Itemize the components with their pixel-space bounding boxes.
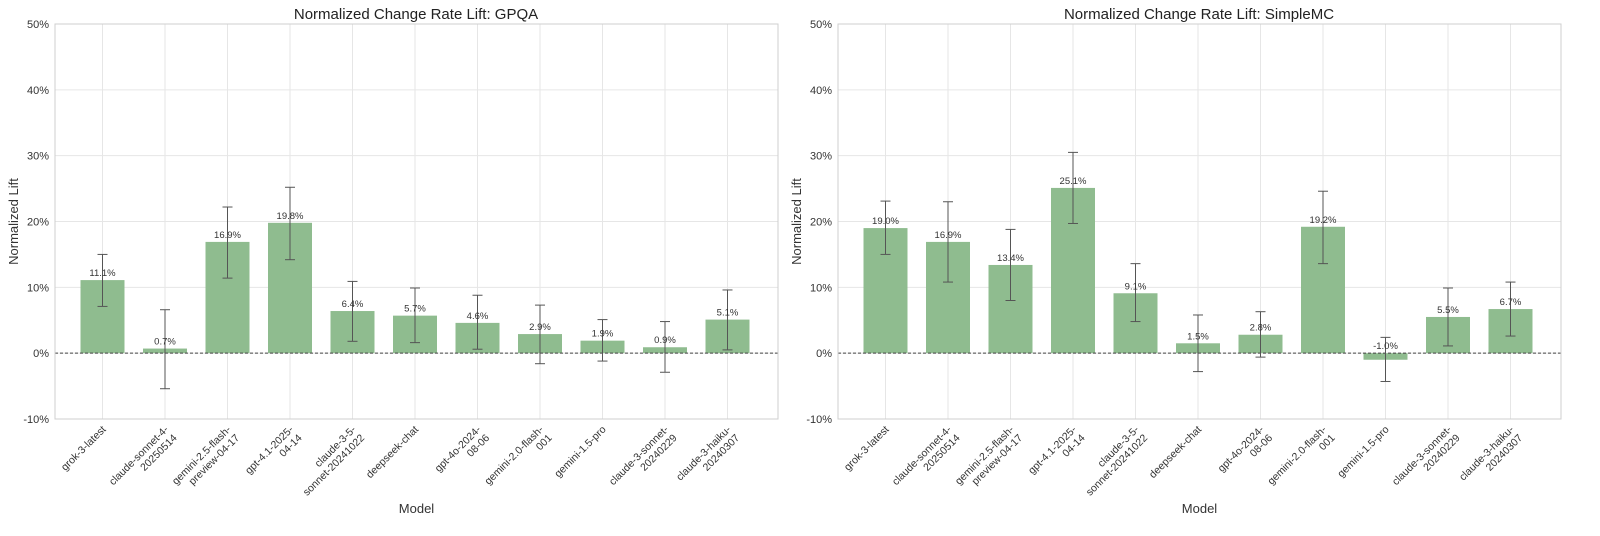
- y-tick-label: -10%: [23, 414, 49, 426]
- y-tick-label: 0%: [33, 348, 49, 360]
- x-tick-label: claude-3-sonnet-20240229: [1390, 423, 1463, 496]
- data-label: 5.7%: [404, 304, 426, 315]
- y-axis-label: Normalized Lift: [789, 178, 804, 265]
- data-label: 4.6%: [467, 311, 489, 322]
- data-label: 1.9%: [592, 329, 614, 340]
- y-tick-label: 0%: [816, 348, 832, 360]
- data-label: 19.8%: [277, 211, 304, 222]
- data-label: 6.7%: [1500, 297, 1522, 308]
- y-tick-label: 50%: [27, 19, 49, 31]
- x-tick-label: gpt-4o-2024-08-06: [1216, 423, 1276, 483]
- data-label: 19.2%: [1310, 215, 1337, 226]
- y-tick-label: 30%: [27, 151, 49, 163]
- x-tick-label: gpt-4o-2024-08-06: [433, 423, 493, 483]
- y-tick-label: -10%: [806, 414, 832, 426]
- x-tick-label-line: deepseek-chat: [1147, 424, 1204, 481]
- x-tick-label: claude-3-5-sonnet-20241022: [292, 423, 367, 498]
- x-tick-label-line: gemini-1.5-pro: [1335, 424, 1391, 480]
- chart-title: Normalized Change Rate Lift: GPQA: [294, 6, 538, 23]
- y-tick-label: 40%: [27, 85, 49, 97]
- x-tick-label-line: gemini-1.5-pro: [552, 424, 608, 480]
- chart-2: Normalized Change Rate Lift: SimpleMC 19.…: [789, 6, 1562, 516]
- data-label: 1.5%: [1187, 331, 1209, 342]
- x-axis-label: Model: [1182, 501, 1218, 516]
- x-tick-label: gemini-1.5-pro: [552, 424, 608, 480]
- data-label: 19.0%: [872, 216, 899, 227]
- data-label: 25.1%: [1060, 176, 1087, 187]
- x-tick-label: gemini-2.5-flash-preview-04-17: [953, 423, 1026, 496]
- y-tick-label: 30%: [810, 151, 832, 163]
- x-tick-label: gpt-4.1-2025-04-14: [243, 423, 305, 485]
- x-tick-label-line: grok-3-latest: [59, 424, 109, 474]
- x-tick-label: gemini-2.0-flash-001: [1265, 423, 1338, 496]
- x-tick-label: claude-3-haiku-20240307: [674, 423, 743, 492]
- y-tick-label: 50%: [810, 19, 832, 31]
- x-tick-label-line: gemini-2.0-flash-: [482, 423, 546, 487]
- x-tick-label: claude-3-5-sonnet-20241022: [1075, 423, 1150, 498]
- x-tick-label: claude-sonnet-4-20250514: [890, 423, 963, 496]
- x-tick-label: gemini-2.0-flash-001: [482, 423, 555, 496]
- data-label: 2.9%: [529, 322, 551, 333]
- x-tick-label: deepseek-chat: [364, 424, 421, 481]
- x-tick-label: grok-3-latest: [842, 424, 892, 474]
- x-tick-label: gpt-4.1-2025-04-14: [1026, 423, 1088, 485]
- x-tick-label-line: grok-3-latest: [842, 424, 892, 474]
- x-tick-label: claude-3-sonnet-20240229: [607, 423, 680, 496]
- x-tick-label: claude-sonnet-4-20250514: [107, 423, 180, 496]
- data-label: -1.0%: [1373, 341, 1398, 352]
- data-label: 5.1%: [717, 308, 739, 319]
- x-tick-label: gemini-2.5-flash-preview-04-17: [170, 423, 243, 496]
- y-tick-label: 20%: [810, 217, 832, 229]
- chart-1: Normalized Change Rate Lift: GPQA 11.1% 0.…: [6, 6, 779, 516]
- data-label: 16.9%: [214, 230, 241, 241]
- plot-frame: [837, 23, 1562, 420]
- x-tick-label: grok-3-latest: [59, 424, 109, 474]
- x-axis-label: Model: [399, 501, 435, 516]
- x-tick-label: gemini-1.5-pro: [1335, 424, 1391, 480]
- data-label: 6.4%: [342, 299, 364, 310]
- data-label: 11.1%: [89, 268, 116, 279]
- y-tick-label: 20%: [27, 217, 49, 229]
- data-label: 9.1%: [1125, 281, 1147, 292]
- x-tick-label: claude-3-haiku-20240307: [1457, 423, 1526, 492]
- y-tick-label: 10%: [810, 282, 832, 294]
- y-tick-label: 10%: [27, 282, 49, 294]
- data-label: 16.9%: [935, 230, 962, 241]
- x-tick-label-line: gemini-2.0-flash-: [1265, 423, 1329, 487]
- y-tick-label: 40%: [810, 85, 832, 97]
- y-axis-label: Normalized Lift: [6, 178, 21, 265]
- data-label: 13.4%: [997, 253, 1024, 264]
- plot-frame: [54, 23, 779, 420]
- x-tick-label: deepseek-chat: [1147, 424, 1204, 481]
- x-tick-label-line: deepseek-chat: [364, 424, 421, 481]
- data-label: 5.5%: [1437, 305, 1459, 316]
- data-label: 0.7%: [154, 337, 176, 348]
- data-label: 0.9%: [654, 335, 676, 346]
- data-label: 2.8%: [1250, 323, 1272, 334]
- chart-title: Normalized Change Rate Lift: SimpleMC: [1064, 6, 1334, 23]
